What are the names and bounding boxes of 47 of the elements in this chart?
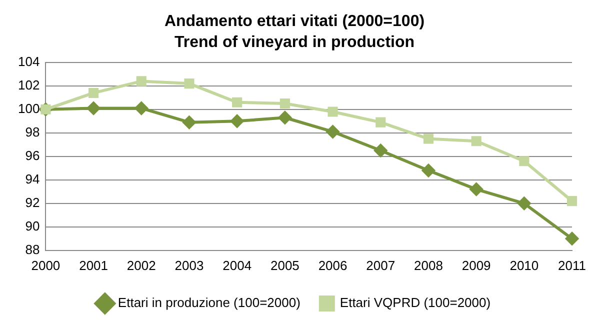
point — [566, 196, 578, 206]
point — [374, 144, 388, 158]
x-tick-label: 2003 — [174, 258, 204, 273]
y-tick-label: 102 — [18, 77, 40, 92]
x-tick-label: 2004 — [222, 258, 252, 273]
point — [328, 106, 338, 117]
point — [566, 232, 579, 246]
y-tick-label: 96 — [25, 148, 40, 163]
point — [423, 134, 434, 144]
point — [422, 164, 435, 177]
legend-label: Ettari in produzione (100=2000) — [118, 295, 300, 310]
point — [278, 111, 292, 124]
x-tick-label: 2001 — [79, 258, 108, 273]
x-tick-label: 2000 — [31, 258, 60, 273]
point — [326, 125, 340, 138]
point — [376, 117, 386, 128]
point — [87, 102, 100, 115]
x-tick-label: 2007 — [366, 258, 396, 273]
x-tick-label: 2002 — [126, 258, 156, 273]
x-tick-label: 2009 — [462, 258, 491, 273]
point — [182, 116, 196, 129]
x-tick-label: 2008 — [414, 258, 443, 273]
legend-label: Ettari VQPRD (100=2000) — [340, 295, 491, 310]
y-tick-label: 90 — [25, 218, 40, 234]
point — [184, 78, 194, 89]
chart-title: Andamento ettari vitati (2000=100) — [164, 13, 425, 30]
point — [471, 136, 482, 146]
y-tick-label: 104 — [18, 54, 40, 69]
x-tick-label: 2005 — [270, 258, 300, 273]
y-tick-label: 88 — [25, 242, 40, 257]
point — [470, 182, 483, 196]
point — [519, 156, 530, 166]
y-tick-label: 100 — [18, 100, 40, 116]
x-tick-label: 2011 — [558, 258, 586, 273]
point — [136, 76, 146, 86]
y-tick-label: 94 — [25, 171, 40, 186]
point — [134, 102, 148, 115]
point — [280, 98, 290, 109]
point — [232, 97, 242, 108]
point — [518, 196, 531, 210]
point — [230, 114, 244, 128]
x-tick-label: 2006 — [318, 258, 348, 273]
chart-subtitle: Trend of vineyard in production — [174, 34, 415, 52]
point — [88, 88, 99, 98]
x-tick-label: 2010 — [510, 258, 539, 273]
y-tick-label: 92 — [25, 194, 40, 210]
y-tick-label: 98 — [25, 124, 40, 140]
